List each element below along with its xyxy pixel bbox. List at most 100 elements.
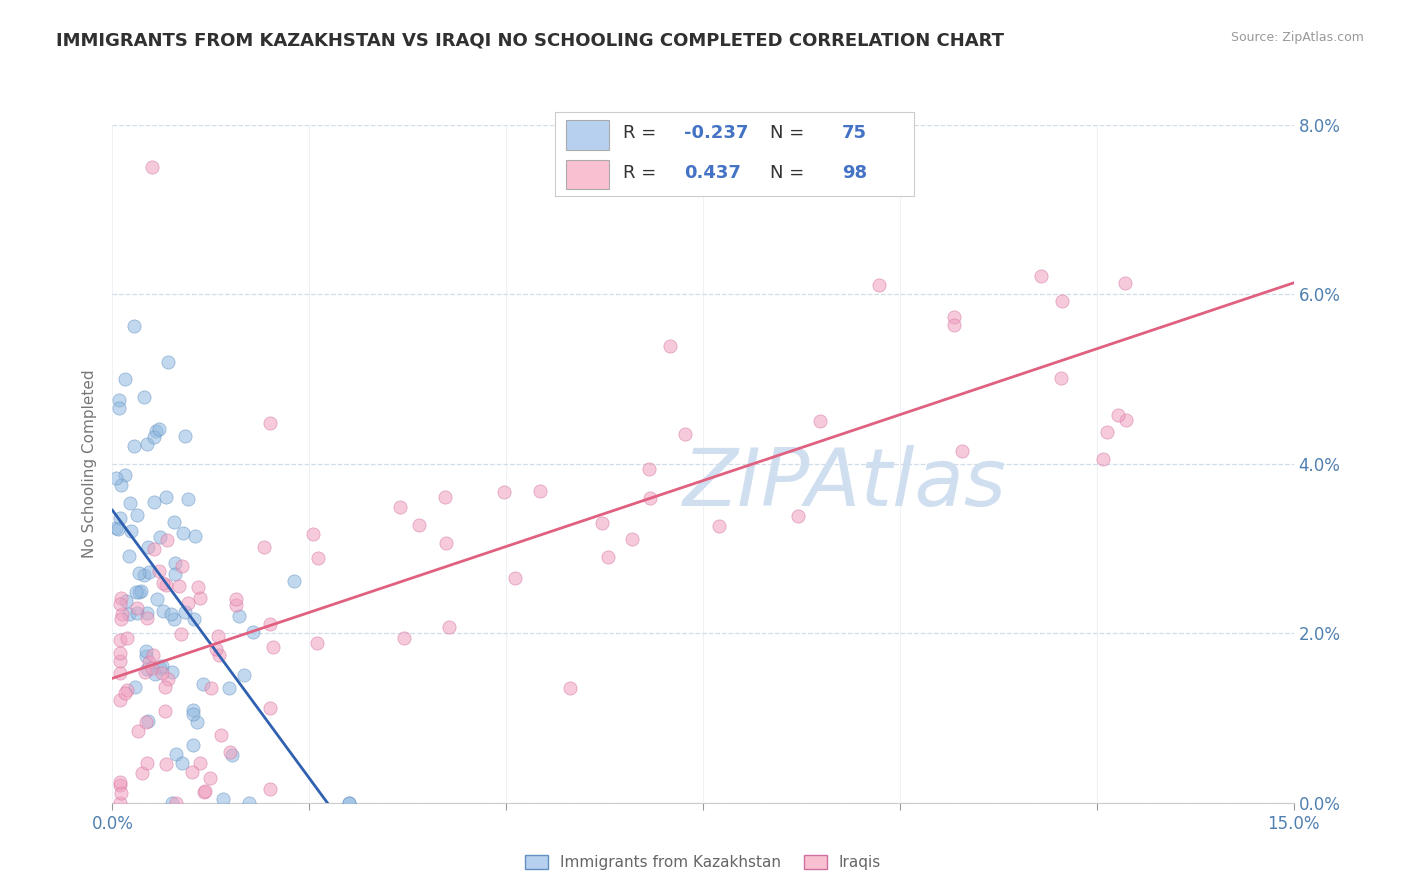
Point bbox=[120, 524, 142, 538]
Point bbox=[1050, 294, 1073, 309]
Point bbox=[105, 521, 128, 535]
Point bbox=[128, 585, 150, 599]
Point bbox=[107, 392, 129, 407]
Point bbox=[188, 591, 211, 606]
Point bbox=[1115, 413, 1137, 427]
Point bbox=[621, 532, 644, 546]
Point bbox=[155, 490, 177, 504]
Point bbox=[598, 549, 620, 564]
Text: ZIPAtlas: ZIPAtlas bbox=[683, 445, 1007, 524]
Point bbox=[786, 508, 808, 523]
Point bbox=[172, 756, 194, 770]
Point bbox=[162, 665, 184, 680]
Point bbox=[152, 604, 174, 618]
Point bbox=[108, 401, 131, 415]
Point bbox=[136, 540, 159, 554]
Point bbox=[152, 575, 174, 590]
Point bbox=[145, 425, 167, 439]
Point bbox=[205, 642, 228, 657]
Point bbox=[128, 566, 150, 580]
Point bbox=[142, 648, 165, 662]
Point bbox=[136, 611, 159, 625]
Point bbox=[193, 677, 215, 691]
Point bbox=[135, 714, 157, 729]
Point bbox=[181, 704, 204, 718]
Point bbox=[142, 495, 165, 509]
Point bbox=[146, 592, 169, 607]
Point bbox=[209, 728, 232, 742]
Point bbox=[183, 706, 205, 721]
Point bbox=[143, 667, 166, 681]
Point bbox=[149, 661, 172, 675]
Point bbox=[136, 606, 159, 620]
Point bbox=[122, 319, 145, 334]
Point bbox=[492, 484, 515, 499]
Point bbox=[136, 437, 159, 451]
Point bbox=[388, 500, 411, 515]
Point bbox=[120, 495, 142, 509]
Point bbox=[184, 529, 207, 543]
Point bbox=[1107, 408, 1129, 422]
Point bbox=[124, 439, 146, 453]
Point bbox=[118, 607, 141, 622]
Point bbox=[1091, 451, 1114, 466]
Point bbox=[155, 757, 177, 772]
Point bbox=[143, 430, 166, 444]
Point bbox=[183, 612, 205, 626]
Point bbox=[150, 659, 173, 673]
Point bbox=[134, 665, 156, 679]
Point bbox=[337, 796, 360, 810]
Point bbox=[163, 566, 186, 581]
Point bbox=[110, 654, 132, 668]
Text: N =: N = bbox=[770, 124, 810, 142]
Point bbox=[138, 565, 160, 579]
Point bbox=[110, 775, 132, 789]
Point bbox=[141, 661, 163, 675]
Point bbox=[148, 564, 170, 578]
Point bbox=[167, 579, 190, 593]
Point bbox=[107, 522, 129, 536]
Point bbox=[433, 490, 456, 504]
Point bbox=[503, 571, 526, 585]
Point bbox=[132, 568, 155, 582]
Point bbox=[200, 681, 222, 696]
Point bbox=[1049, 371, 1071, 385]
Point bbox=[242, 625, 264, 640]
Point bbox=[160, 796, 183, 810]
Point bbox=[181, 738, 204, 752]
Point bbox=[707, 519, 730, 533]
Point bbox=[110, 665, 132, 680]
Point bbox=[124, 680, 146, 694]
Point bbox=[110, 786, 132, 800]
Point bbox=[118, 549, 141, 564]
Point bbox=[131, 766, 153, 780]
Point bbox=[165, 747, 187, 761]
Legend: Immigrants from Kazakhstan, Iraqis: Immigrants from Kazakhstan, Iraqis bbox=[519, 849, 887, 877]
Point bbox=[142, 541, 165, 556]
Point bbox=[150, 665, 173, 680]
Point bbox=[529, 483, 551, 498]
Point bbox=[110, 591, 132, 605]
Point bbox=[259, 617, 281, 632]
Point bbox=[138, 655, 160, 669]
Point bbox=[136, 714, 159, 728]
Point bbox=[115, 683, 138, 698]
Point bbox=[868, 277, 890, 292]
Point bbox=[673, 426, 696, 441]
Point bbox=[163, 515, 186, 529]
Text: IMMIGRANTS FROM KAZAKHSTAN VS IRAQI NO SCHOOLING COMPLETED CORRELATION CHART: IMMIGRANTS FROM KAZAKHSTAN VS IRAQI NO S… bbox=[56, 31, 1004, 49]
Text: Source: ZipAtlas.com: Source: ZipAtlas.com bbox=[1230, 31, 1364, 45]
Point bbox=[110, 646, 132, 660]
Point bbox=[392, 631, 415, 645]
Point bbox=[165, 796, 187, 810]
Point bbox=[637, 462, 659, 476]
Point bbox=[114, 372, 136, 386]
Point bbox=[125, 601, 148, 615]
Text: R =: R = bbox=[623, 163, 662, 181]
Point bbox=[148, 421, 170, 435]
Point bbox=[163, 612, 186, 626]
Point bbox=[302, 526, 325, 541]
Point bbox=[110, 612, 132, 626]
Point bbox=[170, 558, 193, 573]
Point bbox=[186, 715, 208, 730]
